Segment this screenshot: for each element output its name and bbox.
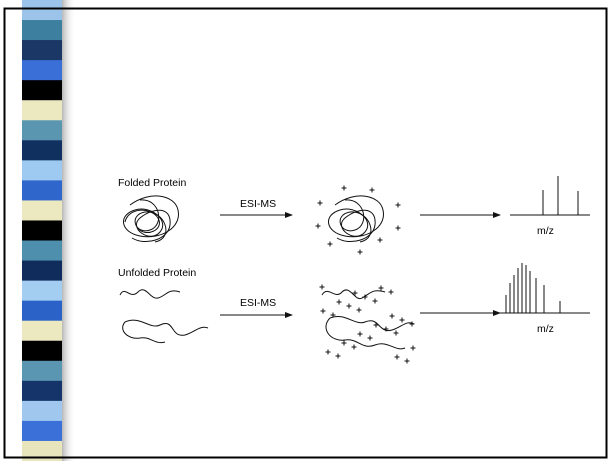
stripe-shadow [62, 0, 76, 461]
stripe-block [22, 0, 62, 21]
stripe-block [22, 381, 62, 402]
stripe-block [22, 80, 62, 101]
stripe-block [22, 220, 62, 241]
method-label: ESI-MS [240, 297, 276, 309]
row-label: Unfolded Protein [118, 267, 196, 279]
stripe-block [22, 40, 62, 61]
stripe-block [22, 100, 62, 121]
stripe-block [22, 20, 62, 41]
method-label: ESI-MS [240, 198, 276, 210]
stripe-block [22, 140, 62, 161]
stripe-block [22, 60, 62, 81]
stripe-block [22, 281, 62, 302]
stripe-block [22, 321, 62, 342]
stripe-block [22, 180, 62, 201]
stripe-block [22, 200, 62, 221]
stripe-block [22, 341, 62, 362]
stripe-block [22, 261, 62, 282]
slide: Folded Protein ESI-MS m/z Unfolded Prote… [0, 0, 611, 461]
axis-label: m/z [537, 323, 554, 335]
stripe-block [22, 401, 62, 422]
stripe-block [22, 241, 62, 262]
stripe-block [22, 301, 62, 322]
background [0, 0, 611, 461]
stripe-block [22, 120, 62, 141]
stripe-block [22, 361, 62, 382]
stripe-block [22, 160, 62, 181]
decorative-stripe [22, 0, 62, 461]
row-label: Folded Protein [118, 177, 186, 189]
stripe-block [22, 421, 62, 442]
axis-label: m/z [537, 225, 554, 237]
